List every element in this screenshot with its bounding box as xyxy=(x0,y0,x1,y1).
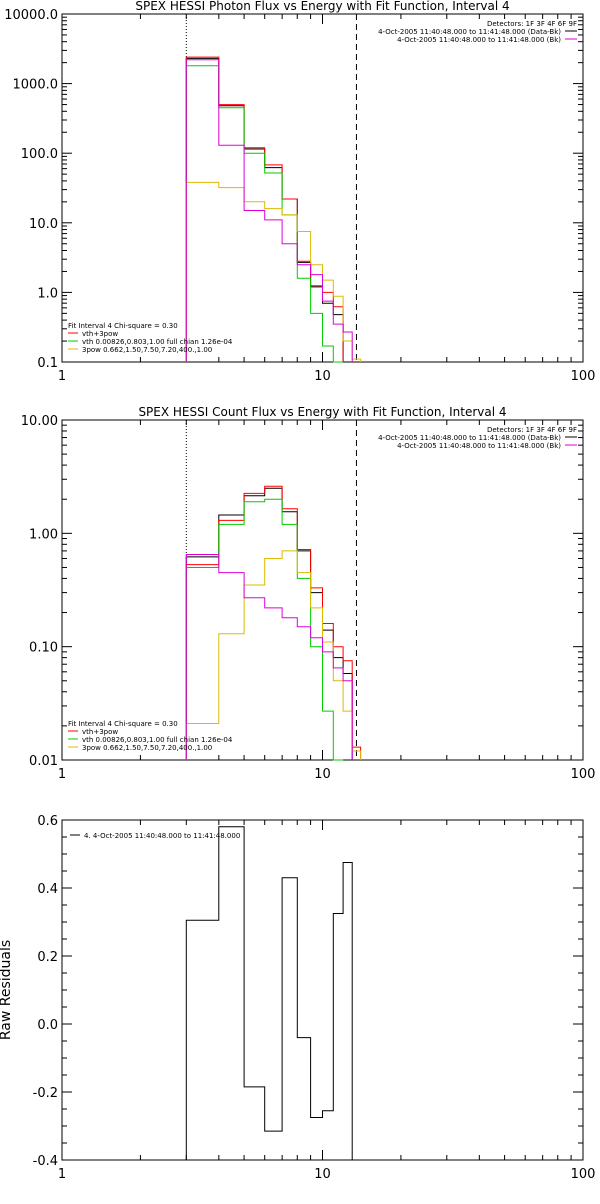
series-line-4 xyxy=(185,181,362,362)
y-tick-label: 10000.0 xyxy=(4,8,58,23)
y-tick-label: 0.2 xyxy=(37,950,58,965)
series-line-4 xyxy=(185,550,362,760)
legend-left-entry: 4. 4-Oct-2005 11:40:48.000 to 11:41:48.0… xyxy=(84,832,240,840)
legend-left-entry: vth 0.00826,0.803,1.00 full chian 1.26e-… xyxy=(82,736,233,744)
y-tick-label: 0.01 xyxy=(29,754,58,769)
chart-panel-2: SPEX HESSI Count Flux vs Energy with Fit… xyxy=(21,405,596,782)
series-line-5 xyxy=(185,59,353,362)
series-line-5 xyxy=(185,554,353,760)
legend-left-entry: 3pow 0.662,1.50,7.50,7.20,400.,1.00 xyxy=(82,346,212,354)
x-tick-label: 1 xyxy=(58,369,66,384)
y-tick-label: 0.6 xyxy=(37,814,58,829)
y-tick-label: 1000.0 xyxy=(13,78,59,93)
legend-right-entry: 4-Oct-2005 11:40:48.000 to 11:41:48.000 … xyxy=(378,434,561,442)
x-tick-label: 1 xyxy=(58,1167,66,1182)
x-tick-label: 10 xyxy=(314,767,331,782)
legend-left-entry: Fit Interval 4 Chi-square = 0.30 xyxy=(68,322,178,330)
y-tick-label: -0.4 xyxy=(33,1154,58,1169)
y-tick-label: 0.1 xyxy=(37,356,58,371)
x-tick-label: 1 xyxy=(58,767,66,782)
legend-right-entry: 4-Oct-2005 11:40:48.000 to 11:41:48.000 … xyxy=(378,28,561,36)
x-tick-label: 10 xyxy=(314,1167,331,1182)
y-tick-label: 1.0 xyxy=(37,286,58,301)
x-tick-label: 100 xyxy=(571,767,596,782)
y-tick-label: 10.0 xyxy=(29,217,58,232)
plot-frame xyxy=(61,13,584,363)
legend-left-entry: Fit Interval 4 Chi-square = 0.30 xyxy=(68,720,178,728)
legend-left-entry: vth 0.00826,0.803,1.00 full chian 1.26e-… xyxy=(82,338,233,346)
chart-title: SPEX HESSI Photon Flux vs Energy with Fi… xyxy=(135,0,509,13)
series-line-3 xyxy=(185,498,344,761)
y-tick-label: 0.4 xyxy=(37,882,58,897)
y-tick-label: 0.10 xyxy=(29,641,58,656)
y-tick-label: 1.00 xyxy=(29,527,58,542)
legend-right-entry: Detectors: 1F 3F 4F 6F 9F xyxy=(487,426,577,434)
legend-left-entry: vth+3pow xyxy=(82,330,118,338)
series-line-1 xyxy=(185,487,353,760)
series-line-2 xyxy=(185,485,362,760)
x-tick-label: 100 xyxy=(571,369,596,384)
plot-frame xyxy=(61,819,584,1161)
y-tick-label: 10.00 xyxy=(21,414,58,429)
y-tick-label: -0.2 xyxy=(33,1086,58,1101)
legend-right-entry: Detectors: 1F 3F 4F 6F 9F xyxy=(487,20,577,28)
y-tick-label: 0.0 xyxy=(37,1018,58,1033)
chart-panel-1: SPEX HESSI Photon Flux vs Energy with Fi… xyxy=(4,0,595,384)
chart-title: SPEX HESSI Count Flux vs Energy with Fit… xyxy=(138,405,506,419)
x-tick-label: 10 xyxy=(314,369,331,384)
legend-left-entry: 3pow 0.662,1.50,7.50,7.20,400.,1.00 xyxy=(82,744,212,752)
legend-right-entry: 4-Oct-2005 11:40:48.000 to 11:41:48.000 … xyxy=(397,36,561,44)
series-line-1 xyxy=(185,826,361,1161)
legend-left-entry: vth+3pow xyxy=(82,728,118,736)
y-axis-label: Raw Residuals xyxy=(0,940,14,1040)
y-tick-label: 100.0 xyxy=(21,147,58,162)
chart-panel-3: 1 10 100 -0.4 -0.2 0.0 0.2 0.4 0.6 Raw Residuals 4… xyxy=(0,814,595,1182)
legend-right-entry: 4-Oct-2005 11:40:48.000 to 11:41:48.000 … xyxy=(397,442,561,450)
series-line-2 xyxy=(185,56,344,362)
x-tick-label: 100 xyxy=(571,1167,596,1182)
